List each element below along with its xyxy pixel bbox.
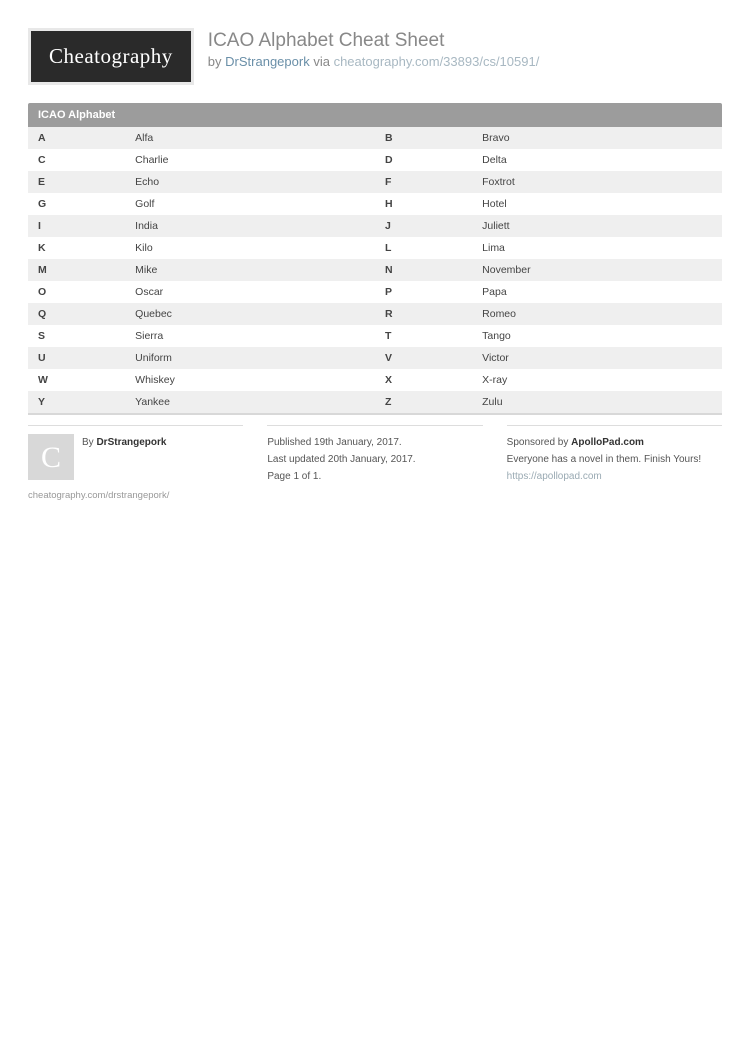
word-cell: Bravo: [472, 127, 722, 149]
sponsor-url[interactable]: https://apollopad.com: [507, 468, 722, 485]
word-cell: X-ray: [472, 369, 722, 391]
word-cell: Romeo: [472, 303, 722, 325]
via-label: via: [313, 54, 330, 69]
section-header: ICAO Alphabet: [28, 103, 722, 127]
word-cell: Echo: [125, 171, 375, 193]
letter-cell: N: [375, 259, 472, 281]
word-cell: Victor: [472, 347, 722, 369]
table-row: EEchoFFoxtrot: [28, 171, 722, 193]
letter-cell: X: [375, 369, 472, 391]
by-label: by: [208, 54, 222, 69]
letter-cell: V: [375, 347, 472, 369]
word-cell: Quebec: [125, 303, 375, 325]
word-cell: Alfa: [125, 127, 375, 149]
footer-author-col: C By DrStrangepork cheatography.com/drst…: [28, 425, 243, 504]
word-cell: Papa: [472, 281, 722, 303]
letter-cell: C: [28, 149, 125, 171]
table-row: GGolfHHotel: [28, 193, 722, 215]
letter-cell: H: [375, 193, 472, 215]
table-row: UUniformVVictor: [28, 347, 722, 369]
letter-cell: A: [28, 127, 125, 149]
table-row: IIndiaJJuliett: [28, 215, 722, 237]
word-cell: Uniform: [125, 347, 375, 369]
letter-cell: P: [375, 281, 472, 303]
sponsor-name[interactable]: ApolloPad.com: [571, 437, 644, 448]
sponsor-tagline: Everyone has a novel in them. Finish You…: [507, 451, 722, 468]
avatar: C: [28, 434, 74, 480]
source-url[interactable]: cheatography.com/33893/cs/10591/: [334, 54, 540, 69]
letter-cell: Q: [28, 303, 125, 325]
footer-author-name: DrStrangepork: [96, 437, 166, 448]
letter-cell: O: [28, 281, 125, 303]
letter-cell: D: [375, 149, 472, 171]
word-cell: Kilo: [125, 237, 375, 259]
word-cell: Oscar: [125, 281, 375, 303]
letter-cell: W: [28, 369, 125, 391]
word-cell: Foxtrot: [472, 171, 722, 193]
table-row: OOscarPPapa: [28, 281, 722, 303]
alphabet-table: AAlfaBBravoCCharlieDDeltaEEchoFFoxtrotGG…: [28, 127, 722, 413]
site-logo: Cheatography: [28, 28, 194, 85]
sponsor-label: Sponsored by: [507, 437, 569, 448]
letter-cell: S: [28, 325, 125, 347]
page-title: ICAO Alphabet Cheat Sheet: [208, 30, 540, 52]
word-cell: Zulu: [472, 391, 722, 413]
profile-url[interactable]: cheatography.com/drstrangepork/: [28, 488, 243, 504]
table-row: QQuebecRRomeo: [28, 303, 722, 325]
published-line: Published 19th January, 2017.: [267, 434, 482, 451]
word-cell: Whiskey: [125, 369, 375, 391]
author-link[interactable]: DrStrangepork: [225, 54, 310, 69]
byline: by DrStrangepork via cheatography.com/33…: [208, 54, 540, 69]
table-row: KKiloLLima: [28, 237, 722, 259]
table-row: CCharlieDDelta: [28, 149, 722, 171]
page-line: Page 1 of 1.: [267, 468, 482, 485]
letter-cell: R: [375, 303, 472, 325]
word-cell: India: [125, 215, 375, 237]
word-cell: Golf: [125, 193, 375, 215]
word-cell: November: [472, 259, 722, 281]
letter-cell: I: [28, 215, 125, 237]
footer-sponsor-col: Sponsored by ApolloPad.com Everyone has …: [507, 425, 722, 504]
page-header: Cheatography ICAO Alphabet Cheat Sheet b…: [28, 28, 722, 85]
table-row: WWhiskeyXX-ray: [28, 369, 722, 391]
word-cell: Tango: [472, 325, 722, 347]
word-cell: Sierra: [125, 325, 375, 347]
word-cell: Mike: [125, 259, 375, 281]
word-cell: Yankee: [125, 391, 375, 413]
updated-line: Last updated 20th January, 2017.: [267, 451, 482, 468]
letter-cell: T: [375, 325, 472, 347]
letter-cell: U: [28, 347, 125, 369]
letter-cell: G: [28, 193, 125, 215]
table-row: SSierraTTango: [28, 325, 722, 347]
letter-cell: J: [375, 215, 472, 237]
letter-cell: E: [28, 171, 125, 193]
footer-meta-col: Published 19th January, 2017. Last updat…: [267, 425, 482, 504]
footer-by-label: By: [82, 437, 94, 448]
table-row: AAlfaBBravo: [28, 127, 722, 149]
letter-cell: B: [375, 127, 472, 149]
letter-cell: K: [28, 237, 125, 259]
word-cell: Charlie: [125, 149, 375, 171]
letter-cell: F: [375, 171, 472, 193]
letter-cell: M: [28, 259, 125, 281]
letter-cell: L: [375, 237, 472, 259]
letter-cell: Y: [28, 391, 125, 413]
word-cell: Delta: [472, 149, 722, 171]
word-cell: Juliett: [472, 215, 722, 237]
table-row: YYankeeZZulu: [28, 391, 722, 413]
footer: C By DrStrangepork cheatography.com/drst…: [28, 425, 722, 504]
letter-cell: Z: [375, 391, 472, 413]
word-cell: Hotel: [472, 193, 722, 215]
table-row: MMikeNNovember: [28, 259, 722, 281]
word-cell: Lima: [472, 237, 722, 259]
